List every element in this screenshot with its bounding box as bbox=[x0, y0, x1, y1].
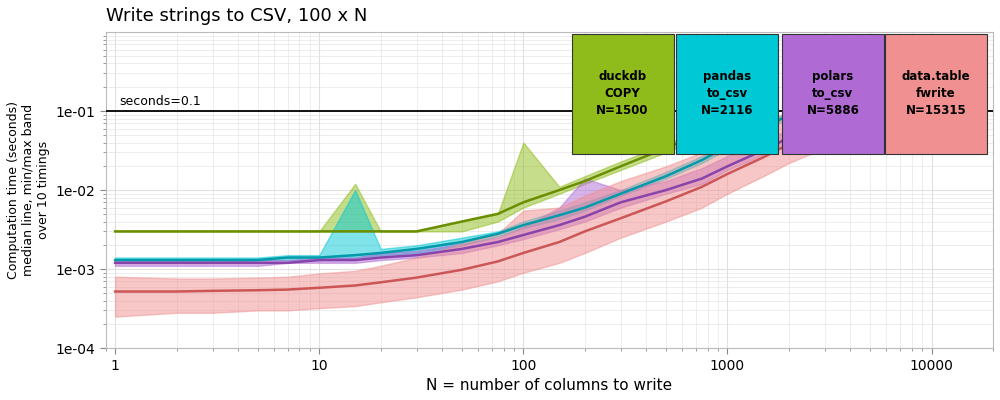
FancyBboxPatch shape bbox=[572, 34, 674, 154]
FancyBboxPatch shape bbox=[676, 34, 778, 154]
Text: Write strings to CSV, 100 x N: Write strings to CSV, 100 x N bbox=[106, 7, 367, 25]
Text: data.table
fwrite
N=15315: data.table fwrite N=15315 bbox=[902, 70, 970, 117]
Y-axis label: Computation time (seconds)
median line, min/max band
over 10 timings: Computation time (seconds) median line, … bbox=[7, 101, 50, 279]
Text: seconds=0.1: seconds=0.1 bbox=[119, 96, 201, 108]
Text: duckdb
COPY
N=1500: duckdb COPY N=1500 bbox=[596, 70, 649, 117]
FancyBboxPatch shape bbox=[885, 34, 987, 154]
Text: polars
to_csv
N=5886: polars to_csv N=5886 bbox=[806, 70, 859, 117]
X-axis label: N = number of columns to write: N = number of columns to write bbox=[426, 378, 672, 393]
FancyBboxPatch shape bbox=[782, 34, 884, 154]
Text: pandas
to_csv
N=2116: pandas to_csv N=2116 bbox=[701, 70, 754, 117]
